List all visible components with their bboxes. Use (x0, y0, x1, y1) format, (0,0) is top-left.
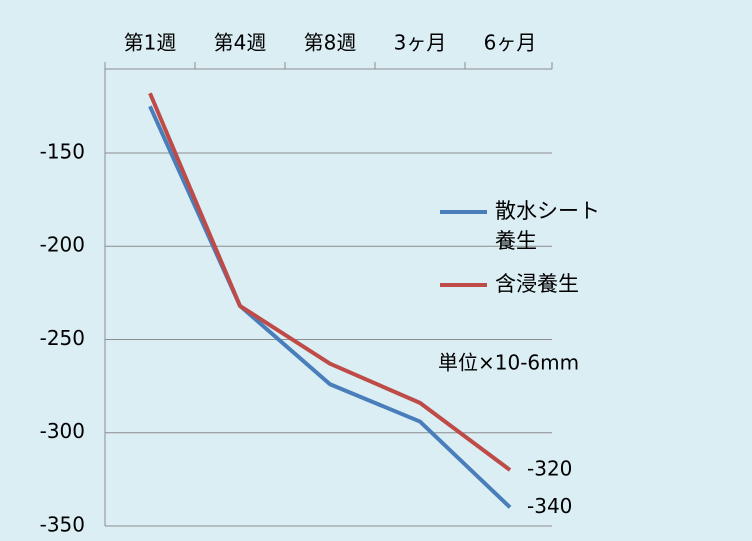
y-tick-label: -200 (40, 233, 85, 257)
data-label: -340 (527, 494, 572, 518)
y-tick-label: -250 (40, 326, 85, 350)
x-tick-label: 第1週 (124, 31, 177, 55)
x-tick-label: 第8週 (304, 31, 357, 55)
x-tick-label: 第4週 (214, 31, 267, 55)
data-label: -320 (527, 457, 572, 481)
legend-label: 散水シート養生 (495, 199, 600, 253)
y-tick-label: -150 (40, 139, 85, 163)
y-tick-label: -350 (40, 513, 85, 537)
x-tick-label: 3ヶ月 (394, 31, 447, 55)
y-tick-label: -300 (40, 419, 85, 443)
x-tick-label: 6ヶ月 (484, 31, 537, 55)
annotation: 単位×10-6mm (438, 351, 579, 375)
series-line (148, 92, 512, 472)
series-line (148, 105, 512, 509)
legend-label: 含浸養生 (495, 272, 579, 296)
